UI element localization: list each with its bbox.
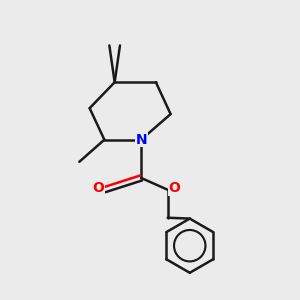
Text: N: N [135, 133, 147, 147]
Text: O: O [92, 181, 104, 195]
Text: O: O [168, 181, 180, 195]
